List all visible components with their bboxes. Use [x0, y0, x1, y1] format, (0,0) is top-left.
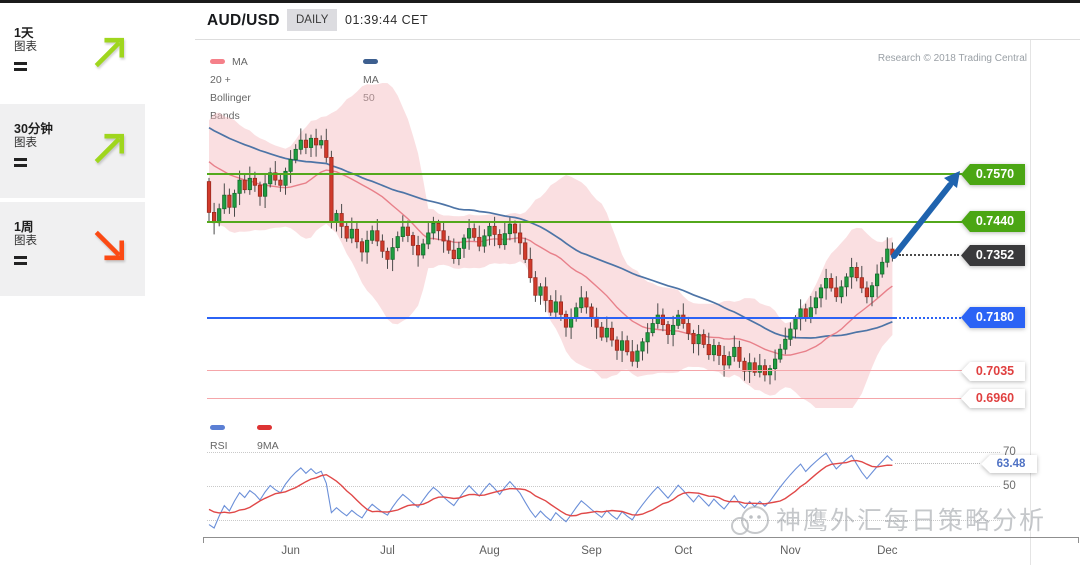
rsi-current-dotted-leader	[895, 463, 980, 464]
ma20-swatch-icon	[210, 59, 225, 65]
price-axis-separator	[1030, 40, 1031, 565]
symbol-title: AUD/USD	[207, 12, 280, 29]
trend-up-icon	[94, 133, 124, 164]
month-label: Nov	[780, 545, 801, 557]
resistance-line-0-7440	[207, 221, 962, 223]
ma20-line	[208, 161, 893, 356]
month-label: Sep	[581, 545, 602, 557]
support-line-0-6960	[207, 398, 962, 399]
trend-up-icon	[94, 37, 124, 68]
rsi-guide-70	[207, 452, 1000, 453]
watermark-text: 神鹰外汇每日策略分析	[776, 507, 1047, 535]
candlestick-series	[206, 128, 895, 385]
rsi-current-badge: 63.48	[981, 455, 1037, 473]
clock-text: 01:39:44 CET	[345, 13, 429, 27]
month-label: Dec	[877, 545, 898, 557]
nine-ma-swatch-icon	[257, 425, 272, 431]
price-badge-0-7180: 0.7180	[961, 307, 1025, 328]
support-line-0-7180-dotted-tail	[895, 317, 961, 319]
timeframe-card-1day[interactable]: 1天 图表	[0, 8, 145, 101]
resistance-line-0-7570	[207, 173, 962, 175]
rsi-label-50: 50	[1003, 480, 1016, 492]
price-badge-last-0-7352: 0.7352	[961, 245, 1025, 266]
menu-equals-icon	[14, 62, 28, 74]
support-line-0-7180	[207, 317, 895, 319]
month-label: Oct	[674, 545, 693, 557]
trend-down-icon	[94, 230, 124, 261]
legend-ma50[interactable]: MA 50	[363, 53, 385, 104]
menu-equals-icon	[14, 256, 28, 268]
legend-ma20-bollinger[interactable]: MA 20 + Bollinger Bands	[210, 55, 251, 122]
bollinger-band-area	[209, 83, 893, 408]
top-border-bar	[0, 0, 1080, 3]
ma50-swatch-icon	[363, 59, 378, 65]
month-label: Aug	[479, 545, 500, 557]
legend-9ma[interactable]: 9MA	[257, 419, 279, 452]
watermark-bird-icon	[731, 506, 769, 535]
timeframe-card-1week[interactable]: 1周 图表	[0, 202, 145, 296]
last-price-dotted-leader	[899, 254, 959, 256]
timeframe-subtitle: 图表	[14, 137, 37, 149]
time-scrollbar[interactable]	[203, 537, 1079, 543]
ma50-line	[208, 126, 893, 339]
watermark: 神鹰外汇每日策略分析	[728, 498, 1046, 540]
price-badge-0-7440: 0.7440	[961, 211, 1025, 232]
timeframe-title: 30分钟	[14, 122, 53, 136]
timeframe-sidebar: 1天 图表 30分钟 图表 1周 图表	[0, 3, 195, 571]
price-badge-0-7570: 0.7570	[961, 164, 1025, 185]
menu-equals-icon	[14, 158, 28, 170]
timeframe-title: 1天	[14, 26, 34, 40]
rsi-guide-50	[207, 486, 1000, 487]
legend-rsi[interactable]: RSI	[210, 419, 232, 452]
timeframe-subtitle: 图表	[14, 235, 37, 247]
timeframe-card-30min[interactable]: 30分钟 图表	[0, 104, 145, 198]
timeframe-title: 1周	[14, 220, 34, 234]
research-credit: Research © 2018 Trading Central	[877, 53, 1027, 64]
month-label: Jun	[281, 545, 300, 557]
chart-header: AUD/USD DAILY 01:39:44 CET	[195, 3, 1080, 40]
timeframe-subtitle: 图表	[14, 41, 37, 53]
timeframe-badge[interactable]: DAILY	[287, 9, 338, 31]
price-badge-0-7035: 0.7035	[961, 362, 1025, 381]
month-label: Jul	[380, 545, 395, 557]
support-line-0-7035	[207, 370, 962, 371]
price-badge-0-6960: 0.6960	[961, 389, 1025, 408]
rsi-swatch-icon	[210, 425, 225, 431]
